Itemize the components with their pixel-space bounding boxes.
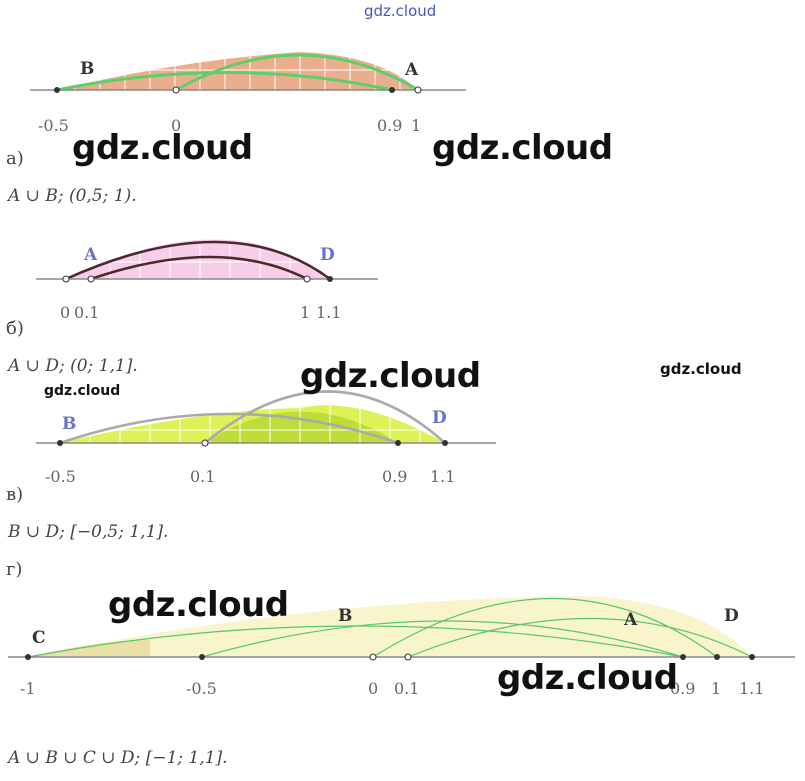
- point-name-b-1: D: [320, 245, 335, 265]
- tick-b-1: 0.1: [74, 303, 99, 322]
- watermark-6: gdz.cloud: [108, 585, 289, 625]
- tick-v-1: 0.1: [190, 467, 215, 486]
- number-line-b: A D 0 0.1 1 1.1: [36, 239, 378, 322]
- tick-g-1: -0.5: [186, 679, 217, 698]
- watermark-3: gdz.cloud: [300, 356, 481, 396]
- tick-v-3: 1.1: [430, 467, 455, 486]
- point-name-b-0: A: [83, 245, 98, 265]
- union-fill-b: [66, 239, 330, 279]
- point-m05-g: [199, 654, 205, 660]
- tick-a-2: 0.9: [377, 116, 402, 135]
- watermark-4: gdz.cloud: [660, 360, 742, 378]
- tick-v-2: 0.9: [382, 467, 407, 486]
- tick-a-0: -0.5: [38, 116, 69, 135]
- point-01-v: [201, 439, 209, 447]
- tick-g-2: 0: [368, 679, 378, 698]
- arc-b-interval-g: [201, 620, 684, 658]
- number-line-a: B A -0.5 0 0.9 1: [30, 52, 466, 135]
- point-m1-g: [25, 654, 31, 660]
- point-1-b: [303, 275, 311, 283]
- point-name-g-3: D: [724, 606, 739, 626]
- point-1-g: [714, 654, 720, 660]
- formula-v: B ∪ D; [−0,5; 1,1].: [8, 522, 169, 542]
- point-01-g: [404, 653, 412, 661]
- formula-b: A ∪ D; (0; 1,1].: [8, 356, 138, 376]
- part-label-b: б): [6, 318, 24, 339]
- tick-b-0: 0: [60, 303, 70, 322]
- watermark-top: gdz.cloud: [364, 2, 437, 20]
- point-11-b: [327, 276, 333, 282]
- part-label-g: г): [6, 559, 23, 580]
- part-label-v: в): [6, 484, 24, 505]
- point-name-a-1: A: [404, 60, 419, 80]
- tick-g-0: -1: [20, 679, 36, 698]
- point-m05-v: [57, 440, 63, 446]
- tick-g-4: 0.9: [670, 679, 695, 698]
- tick-b-2: 1: [300, 303, 310, 322]
- point-name-g-2: A: [623, 610, 638, 630]
- point-0-a: [172, 86, 180, 94]
- formula-a: A ∪ B; (0,5; 1).: [8, 186, 137, 206]
- point-m05-a: [54, 87, 60, 93]
- arc-b-interval-v: [59, 412, 399, 445]
- point-name-v-0: B: [62, 414, 76, 434]
- point-11-g: [749, 654, 755, 660]
- watermark-7: gdz.cloud: [497, 658, 678, 698]
- arc-a-interval-a: [175, 53, 419, 92]
- tick-v-0: -0.5: [45, 467, 76, 486]
- point-09-g: [680, 654, 686, 660]
- watermark-5: gdz.cloud: [44, 383, 121, 399]
- tick-a-3: 1: [411, 116, 421, 135]
- arc-d-interval-b: [90, 255, 308, 281]
- tick-g-3: 0.1: [394, 679, 419, 698]
- overlap-fill-g: [28, 640, 150, 657]
- point-name-a-0: B: [80, 59, 94, 79]
- tick-a-1: 0: [171, 116, 181, 135]
- arc-d-interval-g: [407, 617, 753, 658]
- arc-d-interval-v: [204, 390, 446, 445]
- point-01-b: [87, 275, 95, 283]
- union-fill-a: [57, 52, 418, 90]
- formula-g: A ∪ B ∪ C ∪ D; [−1; 1,1].: [8, 748, 228, 768]
- point-09-a: [389, 87, 395, 93]
- point-0-g: [369, 653, 377, 661]
- tick-g-6: 1.1: [739, 679, 764, 698]
- grid-v: [80, 400, 430, 443]
- part-label-a: а): [6, 148, 24, 169]
- point-name-g-1: B: [338, 606, 352, 626]
- tick-b-3: 1.1: [316, 303, 341, 322]
- point-name-v-1: D: [432, 408, 447, 428]
- point-11-v: [442, 440, 448, 446]
- arc-a-interval-b: [65, 240, 331, 281]
- watermark-2: gdz.cloud: [432, 128, 613, 168]
- number-line-g: C B A D -1 -0.5 0 0.1 0.9 1 1.1: [8, 596, 795, 698]
- number-line-v: B D -0.5 0.1 0.9 1.1: [36, 390, 496, 486]
- watermark-1: gdz.cloud: [72, 128, 253, 168]
- arc-b-interval-a: [56, 71, 393, 92]
- arc-a-interval-g: [372, 597, 718, 658]
- point-name-g-0: C: [32, 628, 46, 648]
- point-1-a: [414, 86, 422, 94]
- tick-g-5: 1: [711, 679, 721, 698]
- overlap-fill-v: [205, 411, 398, 443]
- point-09-v: [395, 440, 401, 446]
- point-0-b: [62, 275, 70, 283]
